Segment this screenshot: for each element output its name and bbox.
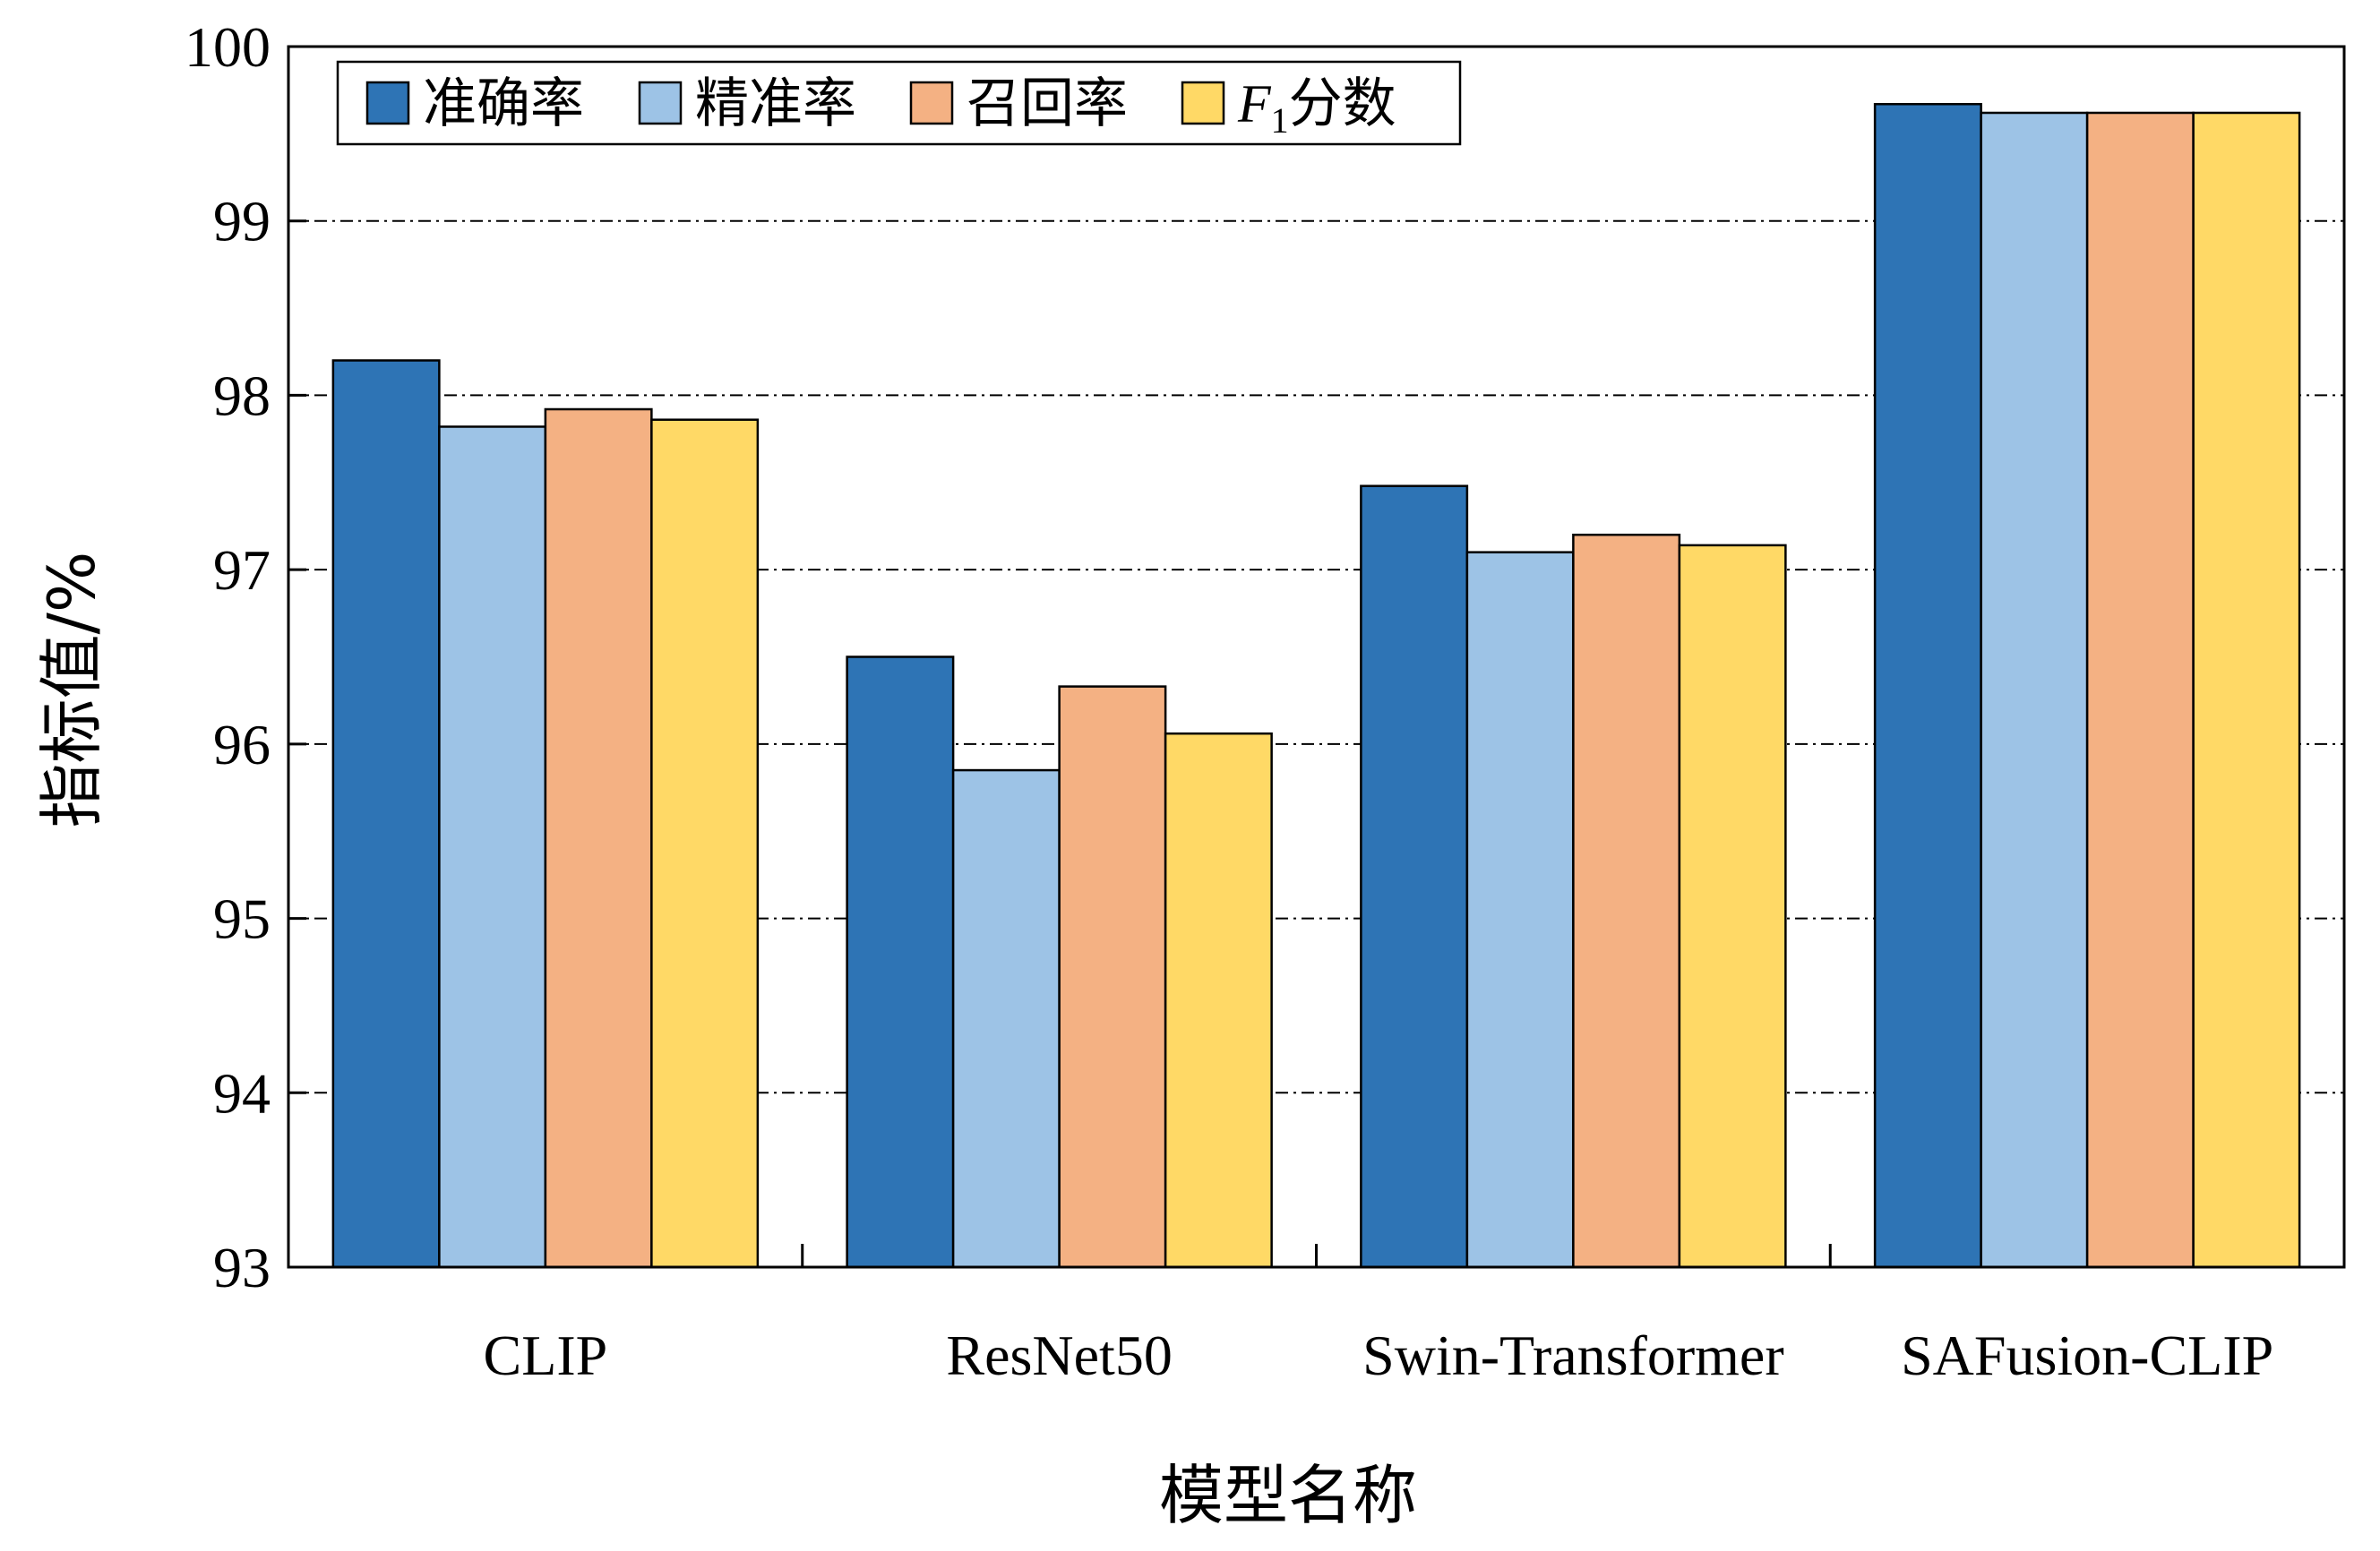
bar [1873, 103, 1982, 1269]
bar [2192, 111, 2301, 1269]
y-tick-label: 96 [213, 713, 271, 776]
legend-swatch [909, 81, 954, 125]
y-tick-label: 94 [213, 1061, 271, 1125]
y-tick-label: 98 [213, 364, 271, 427]
x-axis-title: 模型名称 [1159, 1458, 1417, 1533]
legend-label: 召回率 [967, 73, 1128, 135]
y-tick-label: 99 [213, 190, 271, 253]
legend-label: 精准率 [695, 73, 856, 135]
bar [1164, 732, 1273, 1269]
bar [951, 768, 1061, 1269]
bar [331, 359, 441, 1269]
bar [1465, 551, 1575, 1269]
bar [2085, 111, 2195, 1269]
legend-swatch [1181, 81, 1225, 125]
y-tick-label: 93 [213, 1236, 271, 1299]
bar [1980, 111, 2089, 1269]
legend-swatch [365, 81, 410, 125]
legend-swatch [638, 81, 683, 125]
legend-box [336, 60, 1462, 146]
y-axis-title: 指标值/% [34, 552, 109, 828]
x-category-label: SAFusion-CLIP [1901, 1324, 2273, 1387]
y-axis-ticks: 93 94 95 96 97 98 99 100 [185, 15, 271, 1299]
y-tick-label: 100 [185, 15, 271, 79]
bar [846, 656, 955, 1269]
legend: 准确率 精准率 召回率 F1分数 [336, 60, 1462, 146]
bar [1678, 544, 1787, 1269]
y-tick-label: 97 [213, 538, 271, 602]
legend-label: 准确率 [423, 73, 584, 135]
bar [650, 418, 760, 1269]
bar [1572, 533, 1681, 1269]
bar [544, 407, 653, 1269]
x-category-label: CLIP [484, 1324, 608, 1387]
x-category-label: ResNet50 [946, 1324, 1172, 1387]
y-tick-label: 95 [213, 887, 271, 951]
x-category-label: Swin-Transformer [1362, 1324, 1784, 1387]
legend-label: F1分数 [1237, 73, 1396, 141]
axes-layer [287, 45, 2346, 1269]
bar [438, 425, 547, 1269]
x-axis-categories: CLIP ResNet50 Swin-Transformer SAFusion-CLI… [484, 1324, 2274, 1387]
bar [1058, 685, 1167, 1269]
bar [1360, 484, 1469, 1269]
bars-layer [331, 103, 2301, 1269]
